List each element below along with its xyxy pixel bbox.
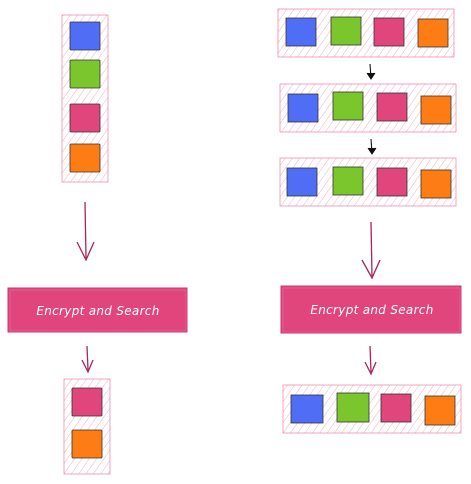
left-output-square-orange (71, 429, 103, 459)
left-arrow-to-output (81, 345, 94, 374)
right-group-3-square-blue (286, 167, 318, 197)
right-process-label: Encrypt and Search (310, 303, 433, 317)
right-group-2-square-green (332, 91, 364, 121)
right-input-group-2 (279, 83, 457, 133)
left-input-square-pink (69, 103, 101, 133)
right-input-group-3 (279, 157, 457, 207)
right-input-group-1 (277, 8, 455, 58)
right-group-3-square-pink (376, 167, 408, 197)
left-output-group (63, 378, 111, 475)
right-group-1-square-blue (285, 17, 317, 47)
right-group-3-square-green (332, 166, 364, 196)
right-group-2-square-pink (376, 92, 408, 122)
right-group-2-square-blue (287, 93, 319, 123)
left-input-group (61, 14, 109, 183)
right-arrow-to-process (361, 221, 381, 280)
right-process-button: Encrypt and Search (280, 285, 462, 334)
right-output-square-pink (380, 393, 412, 423)
right-arrow-to-output (364, 345, 377, 376)
left-output-square-pink (71, 387, 103, 417)
left-input-square-green (69, 59, 101, 89)
right-arrow-2 (367, 138, 377, 155)
left-input-square-blue (69, 21, 101, 51)
right-arrow-1 (366, 63, 376, 80)
left-process-button: Encrypt and Search (7, 287, 188, 333)
right-output-square-green (336, 392, 370, 423)
right-output-square-blue (290, 394, 324, 424)
left-input-square-orange (69, 143, 101, 173)
right-output-group (282, 384, 462, 434)
right-group-1-square-orange (417, 18, 449, 48)
right-group-2-square-orange (420, 95, 452, 125)
right-group-3-square-orange (420, 169, 452, 199)
left-process-label: Encrypt and Search (36, 304, 159, 318)
right-output-square-orange (424, 395, 456, 426)
right-group-1-square-green (330, 16, 362, 46)
left-arrow-to-process (76, 201, 95, 262)
right-group-1-square-pink (373, 17, 405, 47)
